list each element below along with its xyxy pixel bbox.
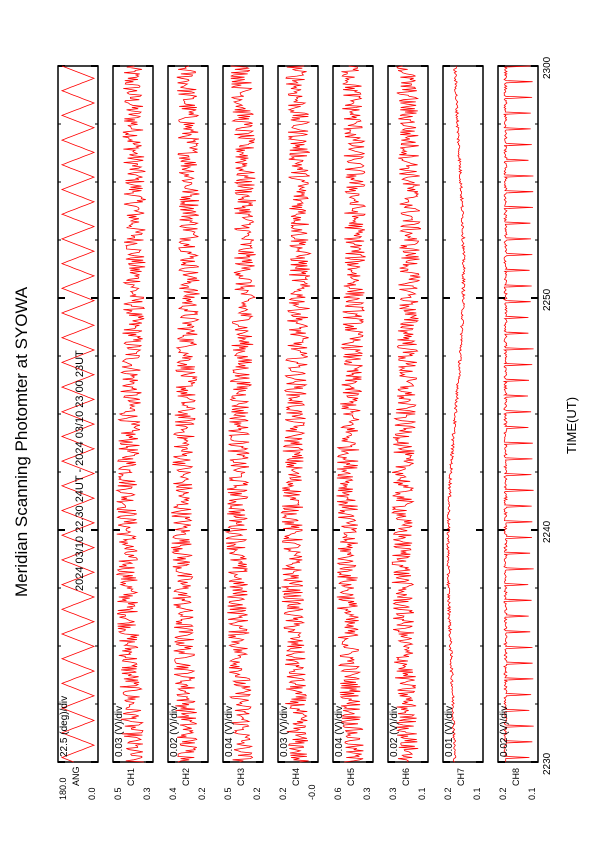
panel-2-ytick-bottom: 0.3 [142, 787, 152, 800]
panel-8-channel-label: CH7 [456, 767, 466, 786]
x-tick-label: 2250 [542, 288, 553, 311]
x-axis-label: TIME(UT) [564, 396, 579, 454]
x-tick-label: 2230 [542, 752, 553, 775]
panel-4-scale-label: 0.04 (V)/div [224, 705, 235, 757]
panel-5-ytick-bottom: -0.0 [307, 784, 317, 800]
panel-3-channel-label: CH2 [181, 767, 191, 786]
panel-3-trace [171, 65, 200, 763]
panel-7-channel-label: CH6 [401, 767, 411, 786]
panel-8-trace [446, 65, 466, 763]
panel-6-ytick-top: 0.6 [333, 787, 343, 800]
panel-4-channel-label: CH3 [236, 767, 246, 786]
panel-6-ytick-bottom: 0.3 [362, 787, 372, 800]
panel-8-scale-label: 0.01 (V)/div [444, 705, 455, 757]
panel-9-ytick-bottom: 0.1 [527, 787, 537, 800]
panel-4-ytick-bottom: 0.2 [252, 787, 262, 800]
panel-3-ytick-bottom: 0.2 [197, 787, 207, 800]
panel-2-ytick-top: 0.5 [113, 787, 123, 800]
panel-6-scale-label: 0.04 (V)/div [334, 705, 345, 757]
panel-4-trace [224, 65, 256, 763]
panel-9-scale-label: 0.02 (V)/div [499, 705, 510, 757]
panel-9-channel-label: CH8 [511, 767, 521, 786]
panel-4-ytick-top: 0.5 [223, 787, 233, 800]
panel-6-trace [336, 65, 367, 763]
panel-9-ytick-top: 0.2 [498, 787, 508, 800]
panel-5-scale-label: 0.03 (V)/div [279, 705, 290, 757]
panel-8-ytick-top: 0.2 [443, 787, 453, 800]
panel-1-scale-label: 22.5 (deg)/div [59, 695, 70, 757]
panel-7-scale-label: 0.02 (V)/div [389, 705, 400, 757]
panel-1-trace [60, 65, 96, 763]
panel-3-scale-label: 0.02 (V)/div [169, 705, 180, 757]
chart-header: 2024 03/10 22.30 24UT - 2024 03/10 23 00… [74, 350, 86, 591]
panel-9-trace [502, 65, 534, 762]
panel-1-ytick-bottom: 0.0 [87, 787, 97, 800]
panel-2-scale-label: 0.03 (V)/div [114, 705, 125, 757]
panel-2-trace [115, 65, 146, 763]
panel-7-ytick-bottom: 0.1 [417, 787, 427, 800]
panel-5-channel-label: CH4 [291, 767, 301, 786]
x-tick-label: 2300 [542, 56, 553, 79]
panel-5-trace [280, 65, 312, 763]
panel-8-ytick-bottom: 0.1 [472, 787, 482, 800]
panel-8-frame [442, 65, 484, 763]
chart-title: Meridian Scanning Photomter at SYOWA [12, 286, 31, 597]
panel-1-ytick-top: 180.0 [58, 777, 68, 800]
panel-6-channel-label: CH5 [346, 767, 356, 786]
panel-1-channel-label: ANG [71, 766, 81, 786]
panel-4-frame [222, 65, 264, 763]
panel-5-ytick-top: 0.2 [278, 787, 288, 800]
panel-7-ytick-top: 0.3 [388, 787, 398, 800]
panel-7-trace [391, 65, 422, 763]
x-tick-label: 2240 [542, 520, 553, 543]
panel-2-channel-label: CH1 [126, 767, 136, 786]
panel-3-ytick-top: 0.4 [168, 787, 178, 800]
